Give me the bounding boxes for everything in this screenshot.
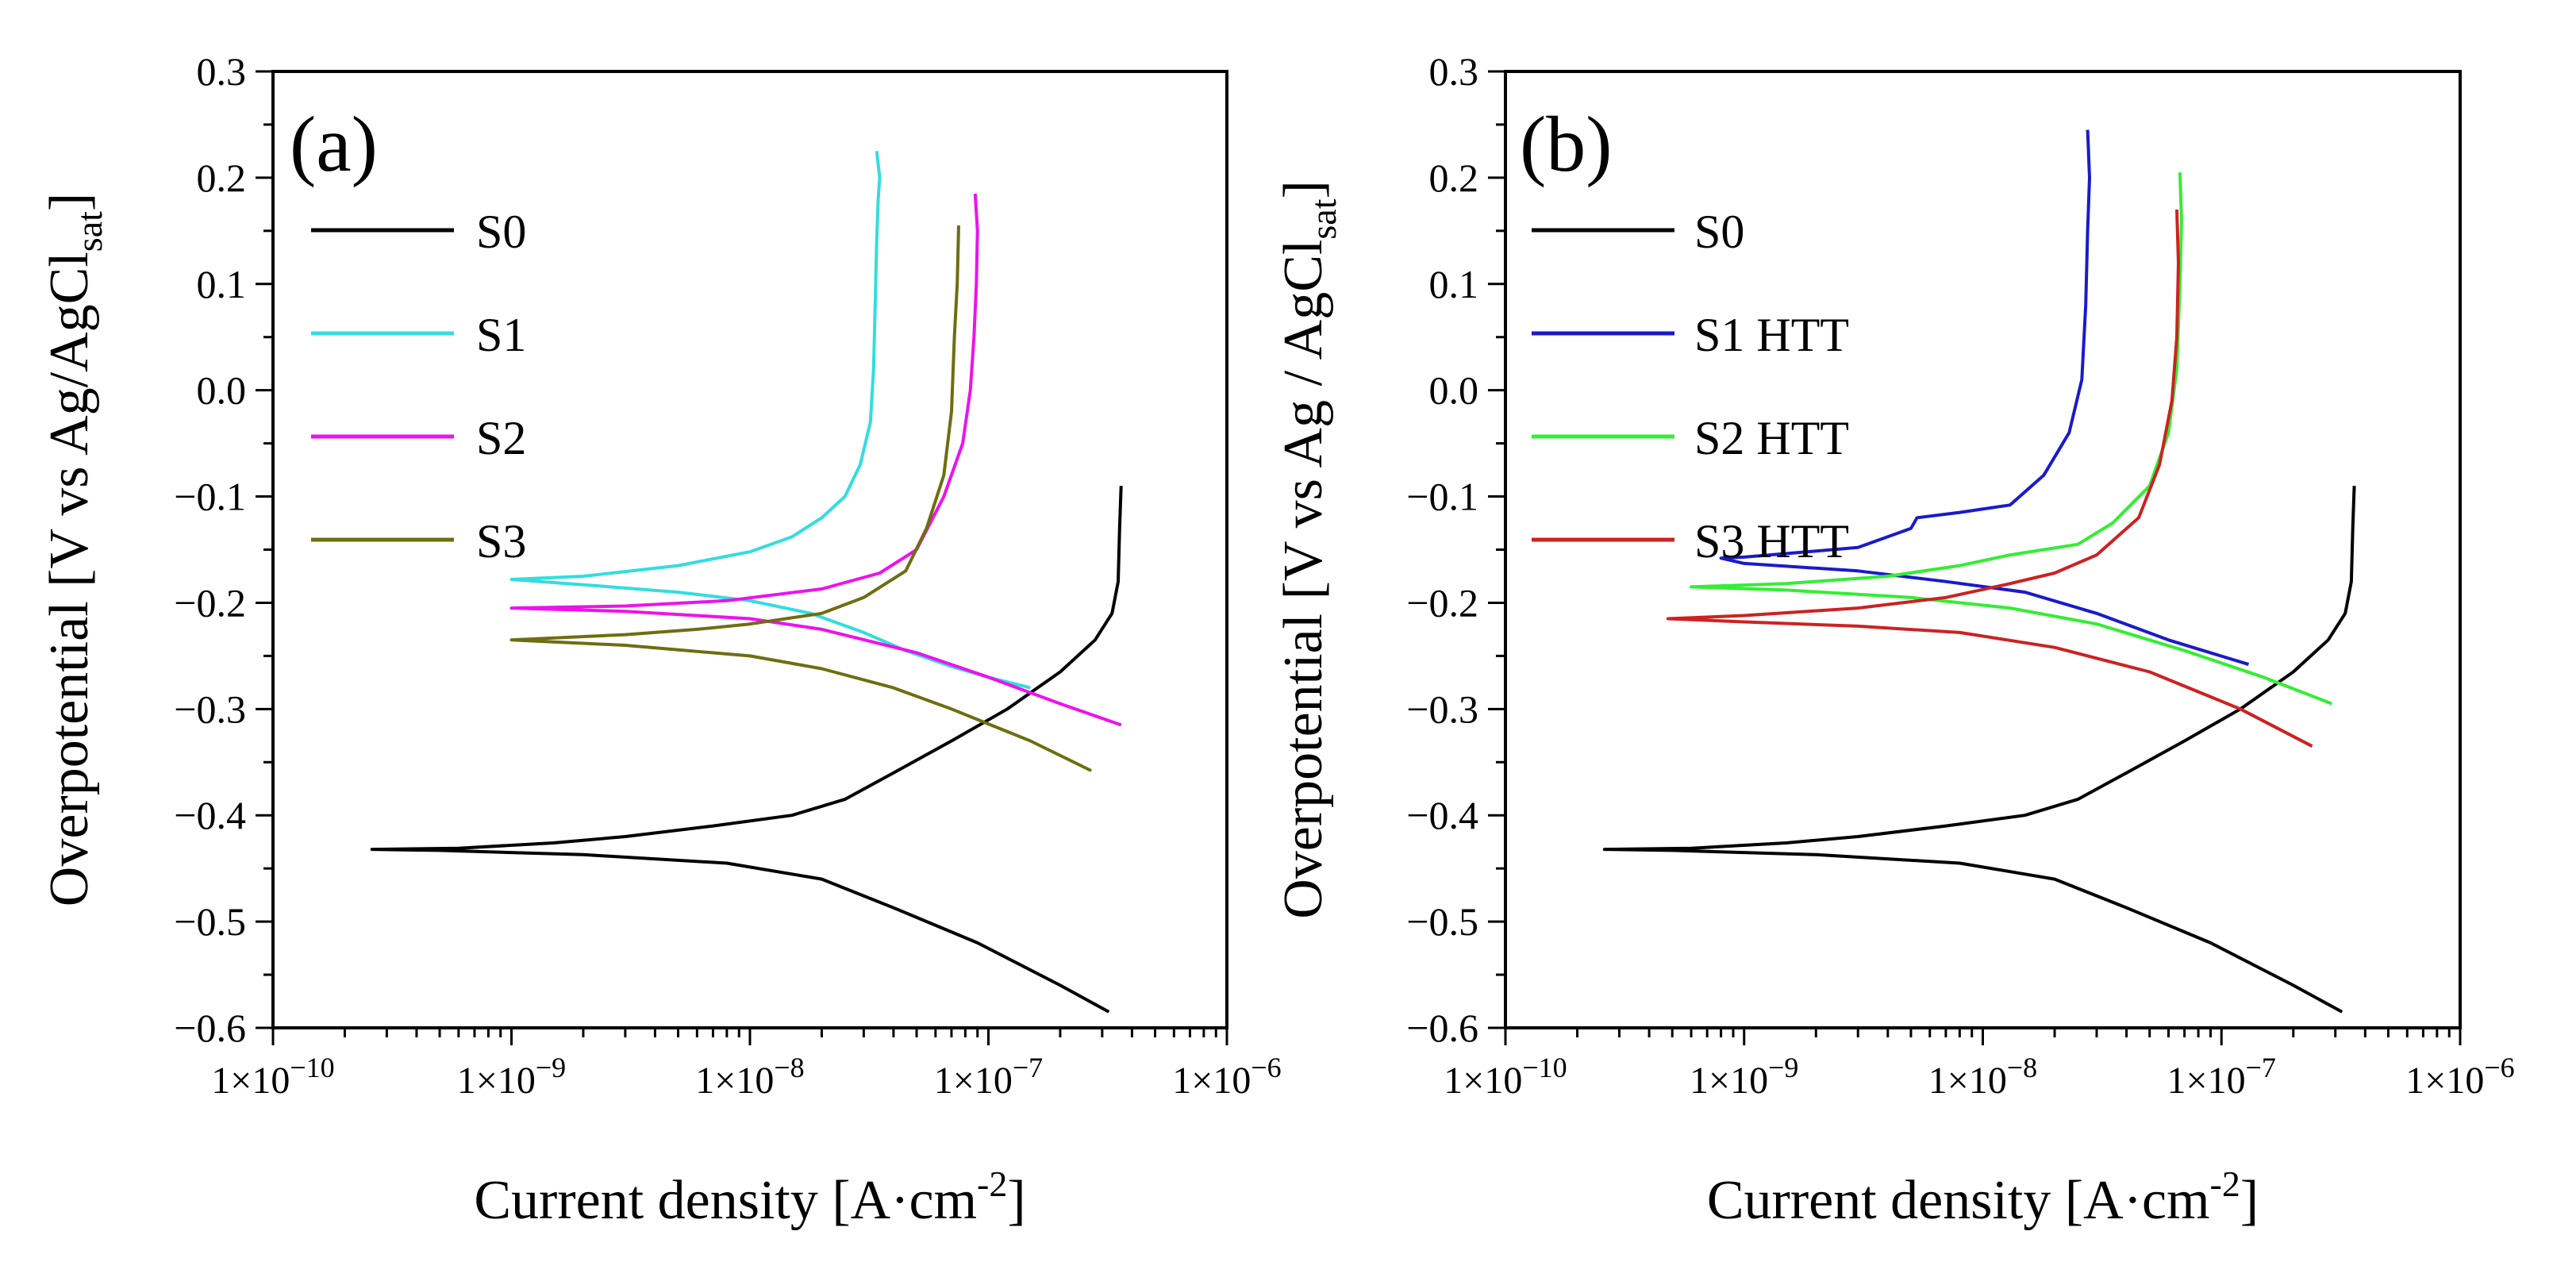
y-tick-label: 0.2 [197,156,247,200]
panel-label: (a) [290,100,378,188]
y-tick-label: −0.6 [1406,1006,1478,1050]
series-line-s2 [509,193,1122,727]
y-tick-label: −0.4 [174,793,246,837]
x-axis-title-sup: -2 [2210,1164,2240,1204]
panel-label: (b) [1520,100,1613,188]
x-tick-exp: −6 [1251,1052,1281,1083]
y-tick-label: 0.2 [1429,156,1479,200]
y-axis-title-sub: sat [69,211,110,252]
y-tick-label: 0.1 [197,262,247,306]
y-tick-label: 0.0 [1429,368,1479,413]
x-tick-label: 1×10−9 [457,1052,566,1102]
legend-label: S3 HTT [1694,515,1849,568]
y-axis-title-end: ] [1273,180,1334,198]
x-tick-base: 1×10 [457,1060,536,1102]
x-axis-title-main: Current density [A·cm [474,1170,977,1231]
legend-label: S2 [476,412,526,464]
x-axis-title-main: Current density [A·cm [1707,1170,2210,1231]
x-tick-base: 1×10 [1928,1060,2007,1102]
x-tick-exp: −9 [1768,1052,1798,1083]
x-tick-base: 1×10 [1444,1060,1522,1102]
legend-label: S2 HTT [1694,412,1849,464]
x-tick-base: 1×10 [1690,1060,1768,1102]
y-tick-label: −0.3 [1406,687,1478,731]
y-axis-title-main: Overpotential [V vs Ag / AgCl [1273,240,1334,919]
y-tick-label: −0.5 [174,899,246,944]
x-tick-label: 1×10−10 [211,1052,334,1102]
y-tick-label: −0.6 [174,1006,246,1050]
y-axis-title-sub: sat [1303,198,1344,239]
y-axis-title: Overpotential [V vs Ag / AgClsat] [1273,180,1344,919]
y-tick-label: 0.0 [197,368,247,413]
y-tick-label: −0.3 [174,687,246,731]
series-line-s0 [1602,486,2356,1014]
y-tick-label: −0.2 [174,580,246,625]
y-tick-label: −0.2 [1406,580,1478,625]
x-tick-exp: −6 [2484,1052,2514,1083]
x-axis-title: Current density [A·cm-2] [474,1164,1025,1231]
series-line-s2-htt [1690,172,2333,706]
legend-label: S3 [476,515,526,568]
x-tick-base: 1×10 [2167,1060,2246,1102]
legend-label: S1 [476,309,526,361]
y-tick-label: 0.1 [1429,262,1479,306]
series-line-s3 [509,225,1092,772]
x-axis-title-end: ] [1007,1170,1025,1231]
y-tick-label: 0.3 [1429,49,1479,94]
y-tick-label: 0.3 [197,49,247,94]
legend-label: S0 [476,206,526,258]
y-tick-label: −0.4 [1406,793,1478,837]
series-line-s0 [370,486,1123,1014]
series-line-s1-htt [1719,129,2250,667]
x-tick-exp: −7 [2246,1052,2276,1083]
x-tick-base: 1×10 [211,1060,290,1102]
x-tick-base: 1×10 [2405,1060,2484,1102]
series-line-s3-htt [1666,210,2313,748]
x-tick-base: 1×10 [1172,1060,1251,1102]
y-tick-label: −0.5 [1406,899,1478,944]
x-tick-label: 1×10−6 [2405,1052,2514,1102]
legend-label: S1 HTT [1694,309,1849,361]
y-axis-title: Overpotential [V vs Ag/AgClsat] [39,193,110,906]
x-axis-title-sup: -2 [977,1164,1007,1204]
x-tick-label: 1×10−9 [1690,1052,1798,1102]
y-axis-title-main: Overpotential [V vs Ag/AgCl [39,252,100,906]
x-tick-label: 1×10−7 [934,1052,1043,1102]
y-axis-title-end: ] [39,193,100,211]
plot-frame [1504,70,2462,1029]
x-tick-label: 1×10−7 [2167,1052,2276,1102]
x-tick-exp: −8 [2007,1052,2037,1083]
x-tick-base: 1×10 [934,1060,1013,1102]
series-line-s1 [509,151,1031,690]
x-tick-label: 1×10−8 [1928,1052,2037,1102]
x-tick-label: 1×10−6 [1172,1052,1281,1102]
x-tick-exp: −8 [774,1052,804,1083]
x-tick-label: 1×10−10 [1444,1052,1567,1102]
panel-a: 0.30.20.10.0−0.1−0.2−0.3−0.4−0.5−0.61×10… [39,49,1282,1231]
panel-b: 0.30.20.10.0−0.1−0.2−0.3−0.4−0.5−0.61×10… [1273,49,2515,1231]
plot-frame [271,70,1228,1029]
x-tick-base: 1×10 [695,1060,774,1102]
x-tick-exp: −10 [1522,1052,1567,1083]
legend-label: S0 [1694,206,1744,258]
x-tick-exp: −7 [1013,1052,1043,1083]
x-tick-exp: −10 [290,1052,334,1083]
y-tick-label: −0.1 [174,475,246,519]
x-tick-label: 1×10−8 [695,1052,804,1102]
x-axis-title-end: ] [2240,1170,2259,1231]
x-tick-exp: −9 [536,1052,566,1083]
x-axis-title: Current density [A·cm-2] [1707,1164,2259,1231]
y-tick-label: −0.1 [1406,475,1478,519]
